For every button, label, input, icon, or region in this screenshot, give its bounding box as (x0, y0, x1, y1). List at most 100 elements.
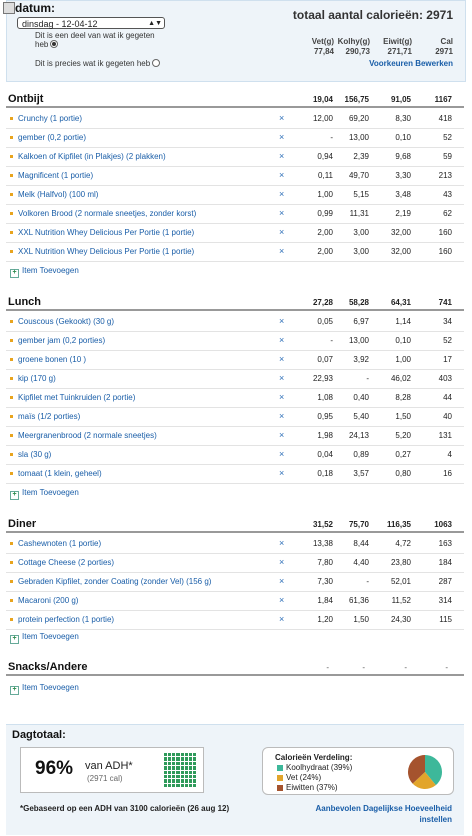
grid-cell (188, 761, 192, 766)
remove-item-icon[interactable]: × (279, 335, 285, 345)
food-value: - (330, 336, 333, 345)
set-adh-link[interactable]: Aanbevolen Dagelijkse Hoeveelheid instel… (315, 804, 453, 824)
food-name-link[interactable]: XXL Nutrition Whey Delicious Per Portie … (18, 247, 195, 256)
add-item-link[interactable]: + Item Toevoegen (10, 266, 79, 278)
food-value: 16 (443, 469, 452, 478)
food-name-link[interactable]: gember jam (0,2 porties) (18, 336, 106, 345)
food-name-link[interactable]: sla (30 g) (18, 450, 52, 459)
remove-item-icon[interactable]: × (279, 430, 285, 440)
remove-item-icon[interactable]: × (279, 557, 285, 567)
food-name-link[interactable]: Macaroni (200 g) (18, 596, 79, 605)
progress-grid-icon (164, 753, 196, 787)
add-item-link[interactable]: + Item Toevoegen (10, 683, 79, 695)
date-select[interactable]: dinsdag - 12-04-12 ▲▼ (17, 17, 165, 29)
remove-item-icon[interactable]: × (279, 392, 285, 402)
grid-cell (184, 766, 188, 770)
food-name-link[interactable]: Couscous (Gekookt) (30 g) (18, 317, 115, 326)
food-value: 2,39 (353, 152, 369, 161)
food-value: 0,10 (395, 336, 411, 345)
food-value: 59 (443, 152, 452, 161)
food-row: Couscous (Gekookt) (30 g) × 0,05 6,97 1,14 34 (6, 312, 464, 332)
radio-partial[interactable]: Dit is een deel van wat ik gegeten heb (35, 31, 155, 49)
food-name-link[interactable]: Cashewnoten (1 portie) (18, 539, 102, 548)
meal-total: 741 (438, 298, 452, 307)
remove-item-icon[interactable]: × (279, 468, 285, 478)
total-protein: 271,71 (387, 47, 412, 56)
grid-cell (184, 774, 188, 779)
edit-preferences-link[interactable]: Voorkeuren Bewerken (369, 59, 453, 68)
bullet-icon (10, 415, 13, 418)
bullet-icon (10, 472, 13, 475)
remove-item-icon[interactable]: × (279, 227, 285, 237)
food-value: 22,93 (312, 374, 333, 383)
food-row: gember (0,2 portie) × - 13,00 0,10 52 (6, 128, 464, 148)
food-value: 7,30 (317, 577, 333, 586)
grid-cell (172, 766, 176, 770)
grid-cell (184, 770, 188, 774)
food-name-link[interactable]: Kipfilet met Tuinkruiden (2 portie) (18, 393, 136, 402)
remove-item-icon[interactable]: × (279, 576, 285, 586)
bullet-icon (10, 542, 13, 545)
remove-item-icon[interactable]: × (279, 189, 285, 199)
add-item-link[interactable]: + Item Toevoegen (10, 488, 79, 500)
food-value: 5,20 (395, 431, 411, 440)
food-value: 44 (443, 393, 452, 402)
food-name-link[interactable]: Cottage Cheese (2 porties) (18, 558, 115, 567)
grid-cell (188, 783, 192, 787)
date-label: datum: (15, 1, 55, 15)
food-value: 3,00 (353, 228, 369, 237)
remove-item-icon[interactable]: × (279, 316, 285, 326)
grid-cell (192, 753, 196, 757)
remove-item-icon[interactable]: × (279, 208, 285, 218)
remove-item-icon[interactable]: × (279, 595, 285, 605)
meal-header-snacks: Snacks/Andere - - - - (6, 660, 464, 676)
remove-item-icon[interactable]: × (279, 538, 285, 548)
grid-cell (164, 766, 168, 770)
calendar-icon[interactable] (3, 2, 15, 14)
grid-cell (184, 757, 188, 761)
food-name-link[interactable]: groene bonen (10 ) (18, 355, 87, 364)
meal-header-2: Diner 31,52 75,70 116,35 1063 (6, 517, 464, 533)
remove-item-icon[interactable]: × (279, 449, 285, 459)
food-name-link[interactable]: Melk (Halfvol) (100 ml) (18, 190, 99, 199)
food-value: 11,52 (391, 596, 411, 605)
radio-exact-button[interactable] (152, 59, 161, 67)
remove-item-icon[interactable]: × (279, 373, 285, 383)
food-value: 17 (443, 355, 452, 364)
remove-item-icon[interactable]: × (279, 411, 285, 421)
food-name-link[interactable]: kip (170 g) (18, 374, 56, 383)
food-name-link[interactable]: Magnificent (1 portie) (18, 171, 94, 180)
remove-item-icon[interactable]: × (279, 170, 285, 180)
food-name-link[interactable]: Meergranenbrood (2 normale sneetjes) (18, 431, 157, 440)
food-name-link[interactable]: Gebraden Kipfilet, zonder Coating (zonde… (18, 577, 212, 586)
bullet-icon (10, 339, 13, 342)
food-name-link[interactable]: Volkoren Brood (2 normale sneetjes, zond… (18, 209, 197, 218)
meal-total: 64,31 (390, 298, 411, 307)
food-name-link[interactable]: tomaat (1 klein, geheel) (18, 469, 102, 478)
remove-item-icon[interactable]: × (279, 246, 285, 256)
grid-cell (192, 783, 196, 787)
remove-item-icon[interactable]: × (279, 132, 285, 142)
grid-cell (168, 774, 172, 779)
food-name-link[interactable]: Crunchy (1 portie) (18, 114, 83, 123)
remove-item-icon[interactable]: × (279, 151, 285, 161)
food-value: 1,00 (395, 355, 411, 364)
grid-cell (172, 774, 176, 779)
food-name-link[interactable]: protein perfection (1 portie) (18, 615, 115, 624)
grid-cell (168, 779, 172, 783)
food-name-link[interactable]: XXL Nutrition Whey Delicious Per Portie … (18, 228, 195, 237)
food-name-link[interactable]: maïs (1/2 porties) (18, 412, 81, 421)
meal-total: - (326, 663, 329, 672)
remove-item-icon[interactable]: × (279, 113, 285, 123)
food-value: 1,50 (395, 412, 411, 421)
grid-cell (172, 779, 176, 783)
remove-item-icon[interactable]: × (279, 354, 285, 364)
radio-partial-button[interactable] (50, 40, 59, 48)
add-item-link[interactable]: + Item Toevoegen (10, 632, 79, 644)
food-name-link[interactable]: Kalkoen of Kipfilet (in Plakjes) (2 plak… (18, 152, 166, 161)
radio-exact[interactable]: Dit is precies wat ik gegeten heb (35, 59, 161, 68)
plus-icon: + (10, 491, 19, 500)
remove-item-icon[interactable]: × (279, 614, 285, 624)
food-value: 184 (438, 558, 452, 567)
food-name-link[interactable]: gember (0,2 portie) (18, 133, 87, 142)
